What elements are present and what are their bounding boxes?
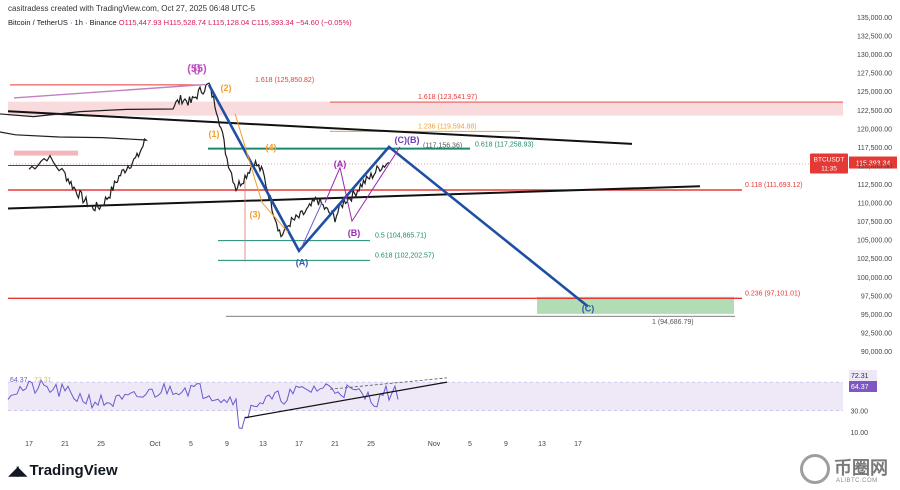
site-watermark: 币圈网 ALIBTC.COM — [800, 452, 898, 488]
symbol-title: Bitcoin / TetherUS · 1h · Binance — [8, 18, 117, 27]
tradingview-mark-icon: ◢◣ — [8, 462, 27, 478]
rsi-tick: 10.00 — [850, 430, 868, 437]
x-tick-label: 5 — [468, 441, 472, 448]
x-tick-label: 21 — [61, 441, 69, 448]
sub-wave-line — [299, 202, 323, 252]
fib-label: 0.618 (102,202.57) — [375, 252, 434, 259]
wave-label: (A) — [334, 159, 347, 169]
fib-label: 1.236 (119,594.88) — [418, 123, 477, 130]
wave-label: (2) — [221, 83, 232, 93]
rsi-ma-tag — [849, 381, 877, 392]
rsi-header-value: 72.31 — [34, 377, 52, 384]
x-tick-label: 17 — [25, 441, 33, 448]
wave-label: (5) — [187, 63, 201, 75]
y-tick-label: 135,000.00 — [857, 15, 892, 22]
rsi-ma-text: 64.37 — [851, 384, 869, 391]
x-tick-label: 21 — [331, 441, 339, 448]
purple-wave-line — [324, 146, 401, 223]
symbol-ohlc-line: Bitcoin / TetherUS · 1h · Binance O115,4… — [8, 18, 352, 27]
y-tick-label: 115,000.00 — [857, 163, 892, 170]
x-tick-label: Nov — [428, 441, 441, 448]
watermark-en: ALIBTC.COM — [836, 478, 878, 484]
rsi-value-text: 72.31 — [851, 373, 869, 380]
rsi-tick: 30.00 — [850, 409, 868, 416]
y-tick-label: 120,000.00 — [857, 126, 892, 133]
fib-label: 0.5 (104,865.71) — [375, 233, 426, 240]
x-tick-label: 17 — [574, 441, 582, 448]
rsi-line — [7, 379, 399, 429]
fib-label: 1.618 (123,541.97) — [418, 94, 477, 101]
rsi-trendline-dashed — [329, 377, 448, 390]
wave-label: (A) — [296, 258, 309, 268]
x-tick-label: Oct — [150, 441, 161, 448]
rsi-trendline — [244, 381, 448, 419]
x-tick-label: 9 — [504, 441, 508, 448]
trendline-upper — [7, 110, 633, 145]
y-tick-label: 102,500.00 — [857, 256, 892, 263]
y-tick-label: 95,000.00 — [861, 312, 892, 319]
price-tag-value-text: 115,393.34 — [856, 161, 891, 168]
y-tick-label: 100,000.00 — [857, 275, 892, 282]
y-tick-label: 117,500.00 — [857, 145, 892, 152]
wave-label: (1) — [209, 129, 220, 139]
y-tick-label: 92,500.00 — [861, 330, 892, 337]
fib-label: 0.236 (97,101.01) — [745, 290, 800, 297]
watermark-coin-icon — [800, 454, 830, 484]
watermark-cn: 币圈网 — [834, 458, 888, 479]
y-tick-label: 122,500.00 — [857, 108, 892, 115]
target-box — [537, 296, 734, 314]
x-tick-label: 25 — [367, 441, 375, 448]
resistance-band — [8, 101, 843, 116]
x-tick-label: 13 — [259, 441, 267, 448]
y-tick-label: 105,000.00 — [857, 238, 892, 245]
wave-label: (3) — [250, 209, 261, 219]
price-tag-symbol-text: BTCUSDT — [814, 157, 845, 164]
rsi-header-ma: 64.37 — [10, 377, 28, 384]
wave-label: (C) — [582, 304, 595, 314]
x-tick-label: 25 — [97, 441, 105, 448]
fib-label: 0.618 (117,258.93) — [475, 142, 534, 149]
wave-label: (5) — [193, 63, 207, 75]
wave-label: (B) — [348, 228, 361, 238]
y-tick-label: 112,500.00 — [857, 182, 892, 189]
fib-label: 0.118 (111,693.12) — [745, 182, 803, 189]
wave-label: (4) — [266, 143, 277, 153]
price-tag-time: 11:35 — [821, 166, 837, 173]
y-tick-label: 130,000.00 — [857, 52, 892, 59]
y-tick-label: 125,000.00 — [857, 89, 892, 96]
tradingview-name: TradingView — [29, 462, 118, 479]
price-tag-value — [849, 156, 897, 169]
rsi-band — [8, 382, 843, 411]
x-tick-label: 9 — [225, 441, 229, 448]
x-tick-label: 13 — [538, 441, 546, 448]
trendline-lower — [7, 185, 701, 210]
tradingview-logo: ◢◣ TradingView — [8, 462, 118, 479]
rsi-value-tag — [849, 370, 877, 381]
y-tick-label: 107,500.00 — [857, 219, 892, 226]
y-tick-label: 110,000.00 — [857, 201, 892, 208]
x-tick-label: 5 — [189, 441, 193, 448]
y-tick-label: 97,500.00 — [861, 293, 892, 300]
small-band — [14, 150, 78, 156]
y-tick-label: 132,500.00 — [857, 34, 892, 41]
orange-wave-line — [234, 113, 289, 233]
fib-label: 1 (94,686.79) — [652, 319, 694, 326]
fib-label: 1.618 (125,850.82) — [255, 77, 314, 84]
x-tick-label: 17 — [295, 441, 303, 448]
price-tag-symbol — [810, 153, 848, 174]
author-line: casitradess created with TradingView.com… — [8, 4, 256, 13]
ohlc-values: O115,447.93 H115,528.74 L115,128.04 C115… — [118, 18, 352, 27]
projection-path — [207, 84, 589, 308]
fib-label: (117,156.36) — [423, 142, 462, 149]
y-tick-label: 90,000.00 — [861, 349, 892, 356]
y-tick-label: 127,500.00 — [857, 71, 892, 78]
wave-label: (C)(B) — [395, 135, 420, 145]
wave5-line — [13, 83, 206, 99]
